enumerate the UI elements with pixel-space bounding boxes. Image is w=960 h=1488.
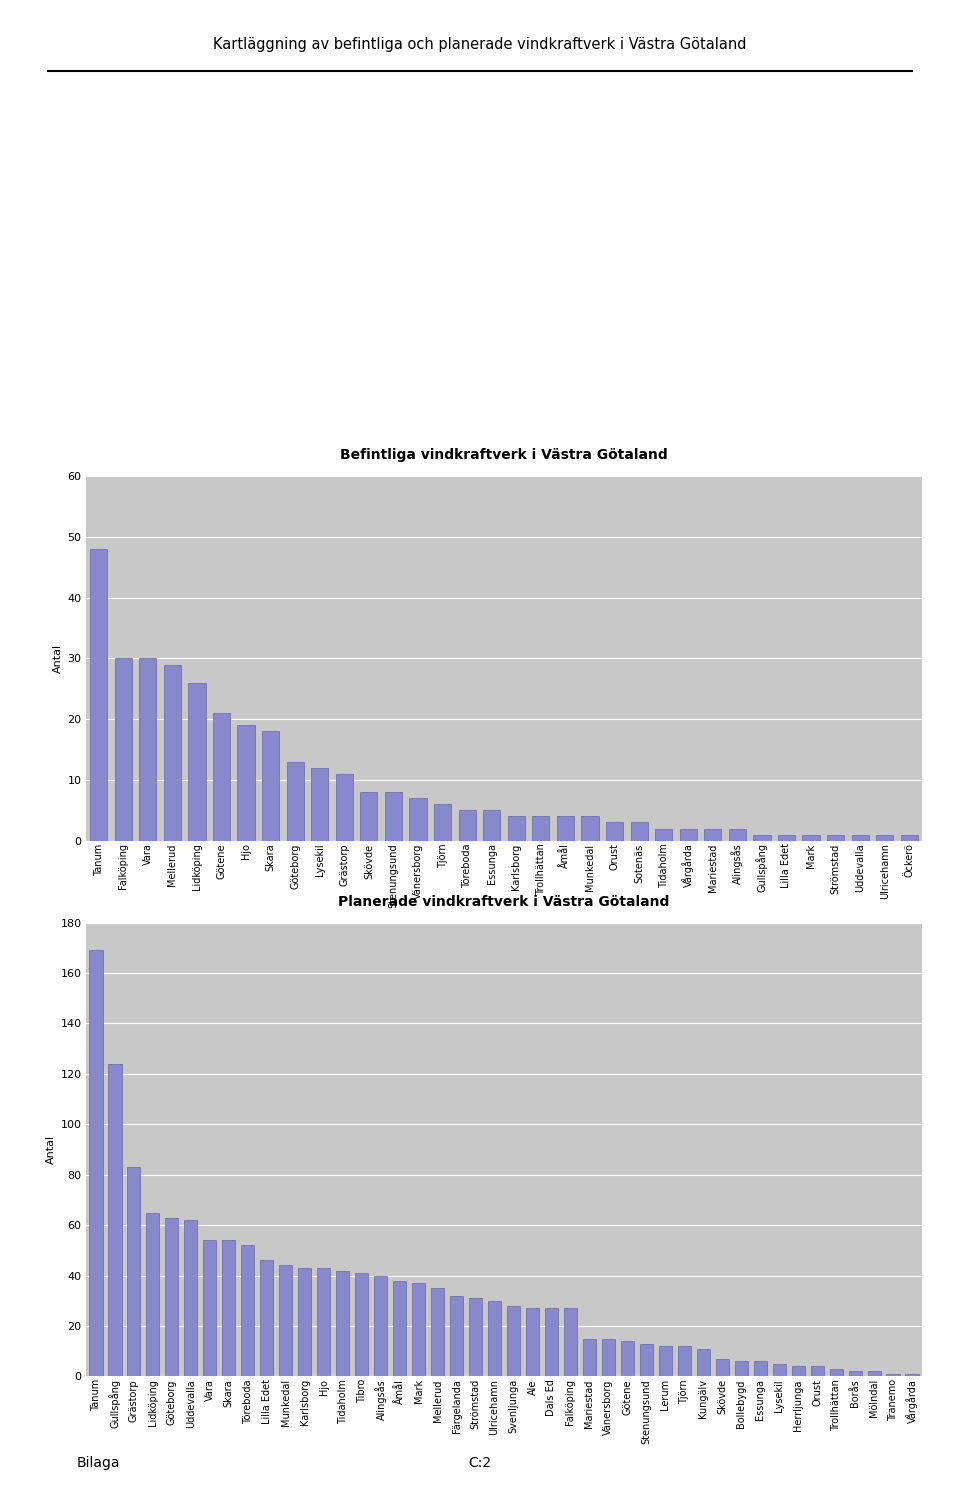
Bar	[393, 1281, 406, 1376]
Bar	[697, 1348, 710, 1376]
Bar	[526, 1308, 540, 1376]
Bar	[754, 835, 771, 841]
Bar	[385, 792, 402, 841]
Bar	[532, 817, 549, 841]
Bar	[810, 1366, 824, 1376]
Bar	[829, 1369, 843, 1376]
Bar	[773, 1364, 786, 1376]
Bar	[545, 1308, 558, 1376]
Bar	[564, 1308, 577, 1376]
Bar	[298, 1268, 311, 1376]
Bar	[631, 823, 648, 841]
Bar	[827, 835, 844, 841]
Bar	[241, 1245, 254, 1376]
Bar	[336, 774, 353, 841]
Bar	[582, 817, 599, 841]
Bar	[222, 1241, 235, 1376]
Bar	[262, 732, 279, 841]
Bar	[287, 762, 303, 841]
Title: Planerade vindkraftverk i Västra Götaland: Planerade vindkraftverk i Västra Götalan…	[338, 894, 670, 909]
Bar	[360, 792, 377, 841]
Bar	[409, 798, 426, 841]
Bar	[488, 1301, 501, 1376]
Bar	[431, 1289, 444, 1376]
Bar	[678, 1347, 691, 1376]
Bar	[507, 1306, 520, 1376]
Y-axis label: Antal: Antal	[46, 1135, 57, 1164]
Bar	[374, 1275, 387, 1376]
Bar	[90, 549, 108, 841]
Bar	[336, 1271, 349, 1376]
Bar	[900, 835, 918, 841]
Bar	[317, 1268, 330, 1376]
Bar	[905, 1373, 919, 1376]
Bar	[164, 665, 181, 841]
Bar	[729, 829, 746, 841]
Bar	[450, 1296, 463, 1376]
Bar	[680, 829, 697, 841]
Bar	[705, 829, 721, 841]
Bar	[852, 835, 869, 841]
Y-axis label: Antal: Antal	[53, 644, 63, 673]
Bar	[803, 835, 820, 841]
Bar	[260, 1260, 274, 1376]
Bar	[659, 1347, 672, 1376]
Text: C:2: C:2	[468, 1457, 492, 1470]
Bar	[715, 1359, 729, 1376]
Bar	[188, 683, 205, 841]
Text: Kartläggning av befintliga och planerade vindkraftverk i Västra Götaland: Kartläggning av befintliga och planerade…	[213, 37, 747, 52]
Bar	[778, 835, 795, 841]
Bar	[583, 1339, 596, 1376]
Title: Befintliga vindkraftverk i Västra Götaland: Befintliga vindkraftverk i Västra Götala…	[340, 448, 668, 463]
Bar	[355, 1274, 369, 1376]
Bar	[108, 1064, 122, 1376]
Bar	[434, 804, 451, 841]
Bar	[128, 1167, 140, 1376]
Bar	[606, 823, 623, 841]
Bar	[459, 811, 476, 841]
Bar	[655, 829, 672, 841]
Bar	[468, 1298, 482, 1376]
Bar	[754, 1362, 767, 1376]
Bar	[557, 817, 574, 841]
Bar	[868, 1372, 880, 1376]
Bar	[165, 1217, 179, 1376]
Bar	[876, 835, 894, 841]
Bar	[886, 1373, 900, 1376]
Bar	[792, 1366, 804, 1376]
Bar	[639, 1344, 653, 1376]
Bar	[279, 1265, 293, 1376]
Bar	[621, 1341, 634, 1376]
Bar	[734, 1362, 748, 1376]
Bar	[139, 658, 156, 841]
Bar	[849, 1372, 862, 1376]
Bar	[213, 713, 230, 841]
Bar	[114, 658, 132, 841]
Bar	[311, 768, 328, 841]
Bar	[184, 1220, 198, 1376]
Bar	[412, 1283, 425, 1376]
Bar	[602, 1339, 615, 1376]
Bar	[483, 811, 500, 841]
Bar	[89, 951, 103, 1376]
Bar	[508, 817, 525, 841]
Bar	[237, 725, 254, 841]
Bar	[204, 1241, 216, 1376]
Text: Bilaga: Bilaga	[77, 1457, 120, 1470]
Bar	[146, 1213, 159, 1376]
